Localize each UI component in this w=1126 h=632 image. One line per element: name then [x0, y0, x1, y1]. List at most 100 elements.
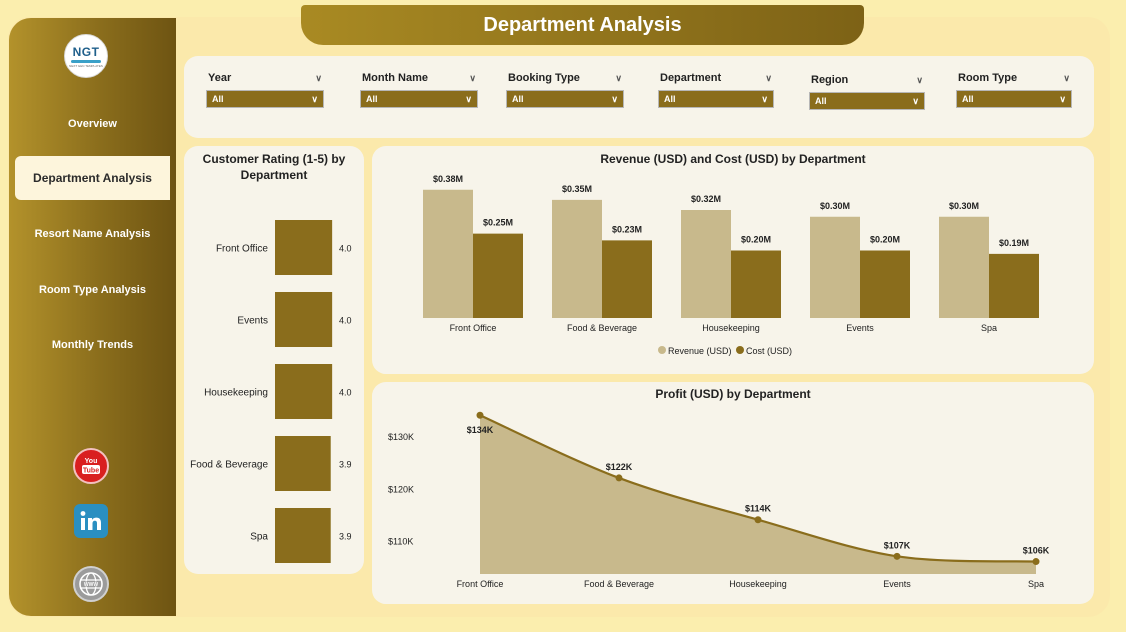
profit-point — [893, 552, 901, 560]
data-label: 4.0 — [339, 388, 352, 398]
tick-label: Housekeeping — [729, 579, 787, 589]
logo-swoosh — [71, 59, 101, 63]
filter-value: All — [962, 94, 974, 104]
profit-point — [476, 411, 484, 419]
nav-item-resort-name-analysis[interactable]: Resort Name Analysis — [34, 228, 151, 240]
revenue-cost-chart-card: Revenue (USD) and Cost (USD) by Departme… — [372, 146, 1094, 374]
revenue-cost-chart: $0.38M $0.25M Front Office $0.35M $0.23M Food… — [423, 174, 1039, 356]
bar — [473, 233, 523, 318]
tick-label: Housekeeping — [702, 323, 760, 333]
rating-chart-card: Customer Rating (1-5) by Department Fron… — [184, 146, 364, 574]
filter-panel: Year ∨ All ∨ Month Name ∨ All ∨ Booking Type… — [184, 56, 1094, 138]
data-label: $106K — [1023, 546, 1050, 556]
chevron-down-icon[interactable]: ∨ — [916, 74, 923, 85]
data-label: $0.25M — [483, 218, 513, 228]
category-label: Front Office — [216, 244, 268, 255]
bar — [860, 250, 910, 318]
filter-booking-type: Booking Type ∨ All ∨ — [506, 72, 624, 108]
profit-point — [754, 516, 762, 524]
chevron-down-icon: ∨ — [311, 93, 318, 104]
data-label: $134K — [467, 425, 494, 435]
filter-label: Booking Type — [508, 72, 580, 84]
nav-item-department-analysis[interactable]: Department Analysis — [15, 156, 170, 200]
svg-text:You: You — [85, 458, 98, 465]
tick-label: Front Office — [457, 579, 504, 589]
tick-label: Events — [846, 323, 874, 333]
data-label: 4.0 — [339, 244, 352, 254]
chevron-down-icon[interactable]: ∨ — [469, 72, 476, 83]
logo-tag: NEXT GEN TEMPLATES — [69, 63, 103, 68]
rating-bar — [275, 220, 333, 275]
profit-chart-card: Profit (USD) by Department $130K $120K $11… — [372, 382, 1094, 604]
chevron-down-icon[interactable]: ∨ — [765, 72, 772, 83]
nav-item-overview[interactable]: Overview — [68, 118, 117, 130]
linkedin-icon[interactable] — [74, 504, 108, 538]
data-label: $0.35M — [562, 184, 592, 194]
bar — [731, 250, 781, 318]
filter-department: Department ∨ All ∨ — [658, 72, 774, 108]
nav-item-monthly-trends[interactable]: Monthly Trends — [51, 339, 134, 351]
tick-label: Food & Beverage — [584, 579, 654, 589]
y-tick-label: $110K — [388, 537, 413, 547]
chevron-down-icon[interactable]: ∨ — [315, 72, 322, 83]
rating-bar — [275, 364, 333, 419]
filter-label: Department — [660, 72, 722, 84]
filter-value: All — [366, 94, 378, 104]
data-label: 4.0 — [339, 316, 352, 326]
filter-select[interactable]: All ∨ — [206, 90, 324, 108]
rating-bar — [275, 436, 331, 491]
category-label: Food & Beverage — [190, 460, 268, 471]
filter-month-name: Month Name ∨ All ∨ — [360, 72, 478, 108]
profit-chart-title: Profit (USD) by Department — [655, 387, 811, 401]
filter-select[interactable]: All ∨ — [956, 90, 1072, 108]
category-label: Housekeeping — [204, 388, 268, 399]
filter-select[interactable]: All ∨ — [658, 90, 774, 108]
filter-select[interactable]: All ∨ — [809, 92, 925, 110]
filter-label: Room Type — [958, 72, 1018, 84]
youtube-icon[interactable]: You Tube — [73, 448, 109, 484]
logo: NGT NEXT GEN TEMPLATES — [64, 34, 108, 78]
filter-region: Region ∨ All ∨ — [809, 74, 925, 110]
data-label: 3.9 — [339, 460, 352, 470]
svg-text:WWW: WWW — [84, 582, 98, 588]
data-label: 3.9 — [339, 532, 352, 542]
filter-select[interactable]: All ∨ — [506, 90, 624, 108]
chevron-down-icon[interactable]: ∨ — [1063, 72, 1070, 83]
filter-value: All — [664, 94, 676, 104]
nav-item-room-type-analysis[interactable]: Room Type Analysis — [39, 284, 146, 296]
tick-label: Spa — [1028, 579, 1044, 589]
filter-value: All — [815, 96, 827, 106]
page-title: Department Analysis — [301, 5, 864, 45]
filter-select[interactable]: All ∨ — [360, 90, 478, 108]
globe-glyph: WWW — [79, 572, 103, 596]
profit-area — [480, 415, 1036, 574]
filter-label: Month Name — [362, 72, 428, 84]
data-label: $0.20M — [741, 235, 771, 245]
tick-label: Front Office — [450, 323, 497, 333]
tick-label: Food & Beverage — [567, 323, 637, 333]
bar — [810, 216, 860, 318]
data-label: $0.30M — [949, 201, 979, 211]
data-label: $0.30M — [820, 201, 850, 211]
rating-bar — [275, 292, 333, 347]
profit-point — [615, 474, 623, 482]
bar — [989, 253, 1039, 318]
chevron-down-icon: ∨ — [465, 93, 472, 104]
category-label: Spa — [250, 532, 268, 543]
legend-label: Revenue (USD) — [668, 346, 732, 356]
tick-label: Spa — [981, 323, 997, 333]
filter-label: Year — [208, 72, 232, 84]
chevron-down-icon: ∨ — [761, 93, 768, 104]
legend-marker — [736, 346, 744, 354]
rating-bar — [275, 508, 331, 563]
legend-marker — [658, 346, 666, 354]
chevron-down-icon[interactable]: ∨ — [615, 72, 622, 83]
data-label: $0.32M — [691, 194, 721, 204]
data-label: $0.19M — [999, 238, 1029, 248]
data-label: $122K — [606, 462, 633, 472]
data-label: $107K — [884, 540, 911, 550]
profit-point — [1032, 558, 1040, 566]
bar — [423, 189, 473, 318]
bar — [602, 240, 652, 318]
globe-icon[interactable]: WWW — [73, 566, 109, 602]
